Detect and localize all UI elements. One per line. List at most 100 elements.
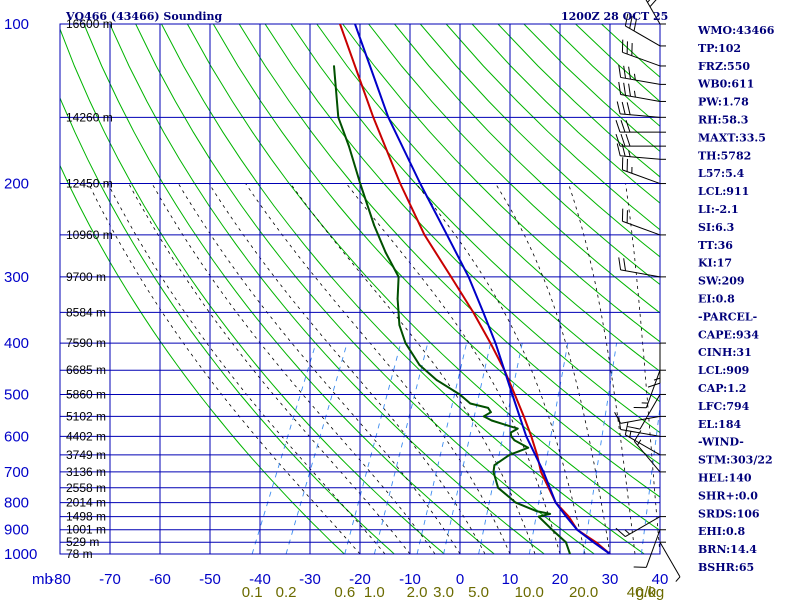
- dewpoint-line: [334, 66, 570, 554]
- dewpoint-point: [373, 225, 375, 227]
- mixing-ratio-label: 10.0: [515, 584, 544, 600]
- pressure-tick-label: 900: [4, 522, 29, 539]
- dry-adiabat: [136, 24, 595, 554]
- dewpoint-point: [536, 510, 538, 512]
- temperature-point: [424, 234, 426, 236]
- index-value: TP:102: [698, 42, 741, 55]
- wind-barb-flag: [650, 0, 658, 7]
- temperature-point: [399, 183, 401, 185]
- height-label: 2014 m: [66, 496, 106, 510]
- index-value: STM:303/22: [698, 454, 773, 467]
- moist-adiabats: [89, 184, 660, 555]
- dry-adiabats: [6, 24, 800, 554]
- index-value: BSHR:65: [698, 561, 754, 574]
- wind-barb-shaft: [621, 416, 660, 423]
- moist-adiabat: [89, 184, 360, 555]
- temperature-tick-label: -60: [149, 571, 171, 588]
- dewpoint-point: [333, 65, 335, 67]
- index-value: BRN:14.4: [698, 543, 757, 556]
- mixing-ratio-line: [286, 343, 347, 554]
- pressure-tick-label: 400: [4, 335, 29, 352]
- pressure-tick-label: 500: [4, 386, 29, 403]
- parcel-point: [511, 394, 513, 396]
- index-value: WB0:611: [697, 78, 754, 91]
- parcel-point: [543, 471, 545, 473]
- index-value: LCL:909: [698, 364, 749, 377]
- temperature-tick-label: 0: [456, 571, 464, 588]
- mixing-ratio-line: [374, 343, 427, 554]
- height-label: 2558 m: [66, 481, 106, 495]
- dry-adiabat: [550, 24, 800, 554]
- index-panel: WMO:43466TP:102FRZ:550WB0:611PW:1.78RH:5…: [697, 24, 775, 574]
- mixing-ratio-label: 0.6: [334, 584, 355, 600]
- index-value: CAPE:934: [698, 328, 759, 341]
- dewpoint-point: [510, 432, 512, 434]
- temperature-point: [523, 416, 525, 418]
- dewpoint-point: [397, 298, 399, 300]
- index-value: -WIND-: [698, 436, 744, 449]
- dry-adiabat: [213, 24, 744, 554]
- temperature-point: [490, 342, 492, 344]
- wind-barb-flag: [619, 257, 621, 270]
- wind-barb-flag: [629, 67, 631, 80]
- pressure-tick-label: 800: [4, 495, 29, 512]
- dewpoint-point: [359, 183, 361, 185]
- mixing-ratio-label: 5.0: [468, 584, 489, 600]
- mixing-ratio-label: 3.0: [433, 584, 454, 600]
- wind-barb-shaft: [622, 221, 660, 235]
- parcel-point: [565, 516, 567, 518]
- wind-barb-flag: [619, 82, 621, 95]
- pressure-tick-label: 200: [4, 176, 29, 193]
- dewpoint-point: [517, 428, 519, 430]
- index-value: EI:0.8: [698, 293, 735, 306]
- dewpoint-point: [459, 394, 461, 396]
- mixing-ratio-label: 0.1: [242, 584, 263, 600]
- mixing-ratio-label: 20.0: [569, 584, 598, 600]
- temperature-point: [540, 471, 542, 473]
- moist-adiabat: [209, 184, 485, 555]
- temperature-point: [530, 436, 532, 438]
- dewpoint-point: [337, 116, 339, 118]
- temperature-point: [568, 516, 570, 518]
- mixing-ratio-label: 2.0: [407, 584, 428, 600]
- dewpoint-point: [569, 553, 571, 555]
- index-value: HEL:140: [698, 472, 752, 485]
- wind-barb-flag: [622, 102, 625, 114]
- parcel-point: [419, 183, 421, 185]
- temperature-tick-label: -30: [299, 571, 321, 588]
- index-value: MAXT:33.5: [698, 131, 766, 144]
- wind-barb-flag: [624, 66, 626, 79]
- height-label: 12450 m: [66, 177, 113, 191]
- dewpoint-point: [510, 436, 512, 438]
- wind-barb-flag: [628, 427, 640, 430]
- index-value: -PARCEL-: [698, 310, 757, 323]
- moist-adiabat: [152, 184, 435, 555]
- wind-barb-half: [625, 530, 630, 534]
- wind-barb-flag: [624, 258, 626, 271]
- temperature-tick-label: -70: [99, 571, 121, 588]
- dry-adiabat: [110, 24, 545, 554]
- parcel-point: [387, 116, 389, 118]
- pressure-tick-label: 100: [4, 16, 29, 33]
- dewpoint-point: [527, 447, 529, 449]
- index-value: RH:58.3: [698, 114, 748, 127]
- dry-adiabat: [6, 24, 344, 554]
- index-value: KI:17: [698, 257, 732, 270]
- dry-adiabat: [524, 24, 800, 554]
- mixing-ratio-line: [479, 343, 523, 554]
- parcel-point: [468, 276, 470, 278]
- dewpoint-point: [491, 420, 493, 422]
- moist-adiabat: [626, 184, 660, 555]
- index-value: CAP:1.2: [698, 382, 746, 395]
- parcel-point: [354, 23, 356, 25]
- wind-barb-shaft: [621, 270, 660, 277]
- wind-barb-shaft: [634, 441, 660, 472]
- index-value: EHI:0.8: [698, 525, 745, 538]
- temperature-point: [514, 394, 516, 396]
- index-value: EL:184: [698, 418, 741, 431]
- dry-adiabat: [576, 24, 800, 554]
- temperature-point: [339, 23, 341, 25]
- index-value: L57:5.4: [698, 167, 745, 180]
- index-value: TH:5782: [698, 149, 751, 162]
